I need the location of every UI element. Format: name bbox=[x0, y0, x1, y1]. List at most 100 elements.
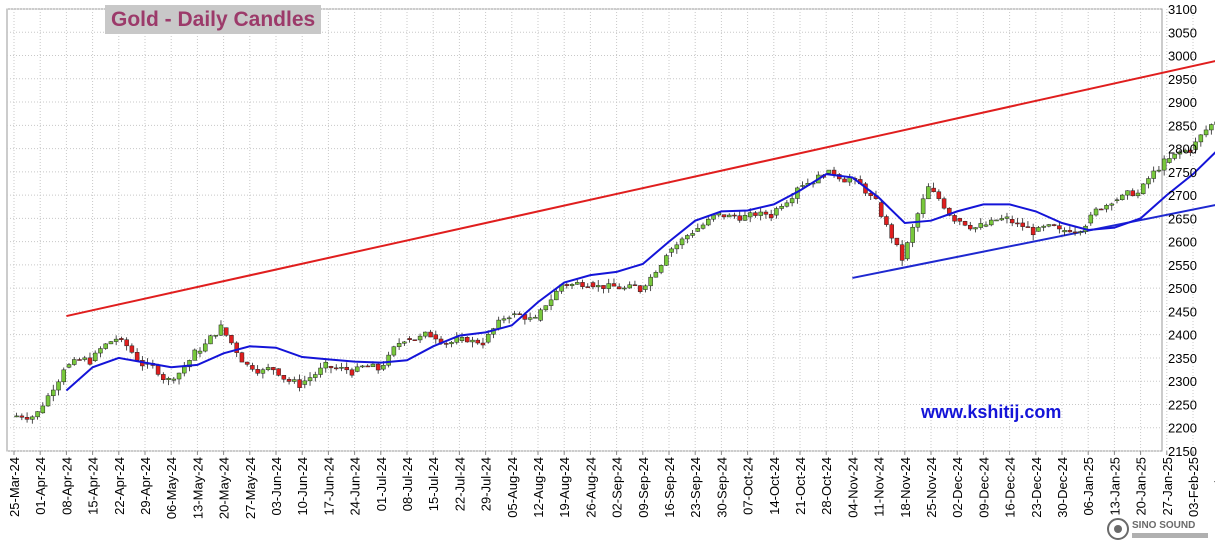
y-tick-label: 2550 bbox=[1168, 258, 1197, 273]
y-tick-label: 2400 bbox=[1168, 328, 1197, 343]
candle-up bbox=[417, 335, 423, 341]
candle-down bbox=[737, 215, 742, 221]
y-tick-label: 2850 bbox=[1168, 118, 1197, 133]
candle-down bbox=[407, 338, 412, 341]
candle-down bbox=[276, 368, 281, 376]
x-tick-label: 05-Aug-24 bbox=[505, 457, 520, 518]
candle-up bbox=[506, 317, 512, 320]
candle-down bbox=[297, 379, 302, 388]
x-tick-label: 09-Dec-24 bbox=[976, 457, 991, 518]
candle-down bbox=[1072, 231, 1078, 234]
y-tick-label: 2350 bbox=[1168, 351, 1197, 366]
candle-down bbox=[1009, 219, 1015, 224]
candle-up bbox=[323, 361, 329, 369]
candle-up bbox=[569, 284, 575, 286]
candle-down bbox=[365, 365, 370, 368]
candle-up bbox=[679, 238, 685, 246]
x-axis: 25-Mar-24 01-Apr-24 08-Apr-24 15-Apr-24 22-A… bbox=[7, 451, 1215, 519]
x-tick-label: 02-Dec-24 bbox=[950, 457, 965, 518]
candle-up bbox=[595, 285, 601, 288]
candle-down bbox=[428, 331, 433, 338]
candle-up bbox=[192, 349, 198, 361]
candle-up bbox=[1167, 158, 1172, 163]
candle-down bbox=[957, 218, 963, 222]
candle-up bbox=[1109, 203, 1115, 206]
candle-up bbox=[360, 365, 365, 368]
y-tick-label: 2200 bbox=[1168, 421, 1197, 436]
x-tick-label: 16-Dec-24 bbox=[1003, 457, 1018, 518]
candle-down bbox=[947, 207, 952, 216]
candle-up bbox=[695, 228, 701, 232]
x-tick-label: 03-Feb-25 bbox=[1186, 457, 1201, 517]
candle-up bbox=[61, 369, 67, 383]
candle-up bbox=[265, 367, 271, 370]
x-tick-label: 23-Sep-24 bbox=[688, 457, 703, 518]
candle-down bbox=[412, 339, 418, 342]
candle-up bbox=[45, 395, 51, 407]
candle-down bbox=[616, 286, 622, 290]
candle-down bbox=[328, 366, 334, 369]
candle-up bbox=[606, 283, 611, 289]
candle-down bbox=[868, 192, 873, 196]
candle-down bbox=[580, 282, 585, 287]
candle-up bbox=[538, 309, 543, 321]
candle-up bbox=[1209, 124, 1214, 131]
x-tick-label: 17-Jun-24 bbox=[321, 457, 336, 516]
y-axis: 2150 2200 2250 2300 2350 2400 2450 2500 2550 2600… bbox=[1168, 2, 1197, 459]
x-tick-label: 10-Feb-25 bbox=[1212, 457, 1215, 517]
candle-up bbox=[1193, 141, 1198, 150]
candle-down bbox=[344, 366, 349, 371]
y-tick-label: 3100 bbox=[1168, 2, 1197, 17]
candle-up bbox=[826, 169, 832, 174]
candle-up bbox=[1041, 225, 1046, 228]
candle-down bbox=[899, 244, 905, 261]
candle-up bbox=[40, 405, 46, 414]
candle-down bbox=[1130, 190, 1135, 197]
candle-down bbox=[239, 352, 245, 363]
candle-up bbox=[1135, 192, 1141, 197]
candle-down bbox=[517, 313, 522, 316]
candle-up bbox=[51, 389, 56, 397]
y-tick-label: 3050 bbox=[1168, 25, 1197, 40]
candle-up bbox=[35, 411, 40, 418]
candle-down bbox=[941, 198, 947, 209]
logo-text: SINO SOUND bbox=[1132, 520, 1195, 531]
x-tick-label: 08-Jul-24 bbox=[400, 457, 415, 511]
x-tick-label: 25-Mar-24 bbox=[7, 457, 22, 517]
moving-average-line bbox=[65, 151, 1215, 392]
candle-down bbox=[952, 215, 957, 222]
candle-up bbox=[30, 416, 35, 420]
x-tick-label: 29-Apr-24 bbox=[138, 457, 153, 515]
candle-up bbox=[800, 185, 805, 187]
candle-up bbox=[1156, 169, 1162, 172]
candle-up bbox=[847, 177, 853, 183]
trendline-lower-support bbox=[852, 204, 1215, 279]
candle-down bbox=[155, 365, 161, 375]
candle-down bbox=[878, 202, 884, 217]
x-tick-label: 29-Jul-24 bbox=[479, 457, 494, 511]
x-tick-label: 15-Apr-24 bbox=[86, 457, 101, 515]
y-tick-label: 2600 bbox=[1168, 235, 1197, 250]
x-tick-label: 22-Jul-24 bbox=[452, 457, 467, 511]
candle-up bbox=[905, 242, 910, 260]
candle-down bbox=[286, 378, 292, 382]
x-tick-label: 14-Oct-24 bbox=[767, 457, 782, 515]
x-tick-label: 13-Jan-25 bbox=[1107, 457, 1122, 516]
candle-up bbox=[690, 233, 695, 236]
candle-up bbox=[1036, 227, 1041, 232]
candle-down bbox=[229, 335, 234, 344]
y-tick-label: 2150 bbox=[1168, 444, 1197, 459]
candle-up bbox=[1119, 194, 1125, 200]
candle-up bbox=[197, 350, 203, 354]
candle-up bbox=[1046, 224, 1052, 227]
candle-up bbox=[171, 378, 177, 381]
y-tick-label: 2700 bbox=[1168, 188, 1197, 203]
logo-underline bbox=[1132, 533, 1208, 538]
candle-down bbox=[894, 237, 900, 245]
candle-up bbox=[496, 319, 501, 329]
candle-up bbox=[554, 290, 559, 301]
candle-up bbox=[983, 224, 989, 227]
candle-down bbox=[884, 216, 889, 225]
candle-down bbox=[19, 415, 25, 418]
candle-up bbox=[1093, 208, 1099, 216]
